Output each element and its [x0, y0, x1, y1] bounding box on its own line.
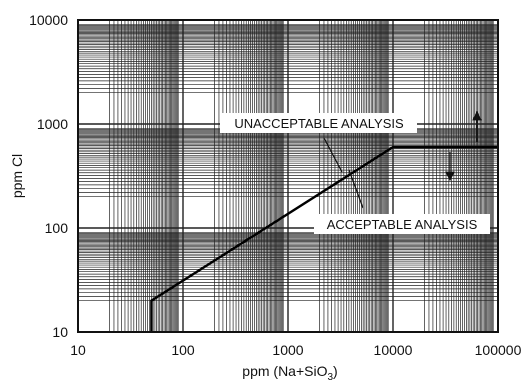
acceptable-pointer	[348, 169, 364, 209]
y-axis-title: ppm Cl	[9, 154, 25, 198]
acceptable-label-background	[314, 214, 490, 234]
unacceptable-analysis-label: UNACCEPTABLE ANALYSIS	[234, 116, 404, 131]
x-tick-label: 1000	[272, 342, 303, 358]
y-tick-label: 100	[45, 220, 69, 236]
x-tick-label: 10	[70, 342, 86, 358]
x-tick-label: 100000	[475, 342, 522, 358]
acceptable-analysis-label: ACCEPTABLE ANALYSIS	[327, 217, 478, 232]
x-axis-title: ppm (Na+SiO3)	[242, 363, 337, 380]
y-tick-label: 1000	[37, 116, 68, 132]
plot-border	[77, 19, 499, 333]
y-tick-label: 10000	[29, 12, 68, 28]
unacceptable-pointer	[323, 137, 343, 173]
data-lines	[150, 145, 498, 332]
limit-line	[150, 145, 498, 332]
x-tick-label: 100	[171, 342, 195, 358]
y-tick-label: 10	[52, 324, 68, 340]
x-tick-label: 10000	[374, 342, 413, 358]
unacceptable-label-background	[220, 113, 417, 133]
